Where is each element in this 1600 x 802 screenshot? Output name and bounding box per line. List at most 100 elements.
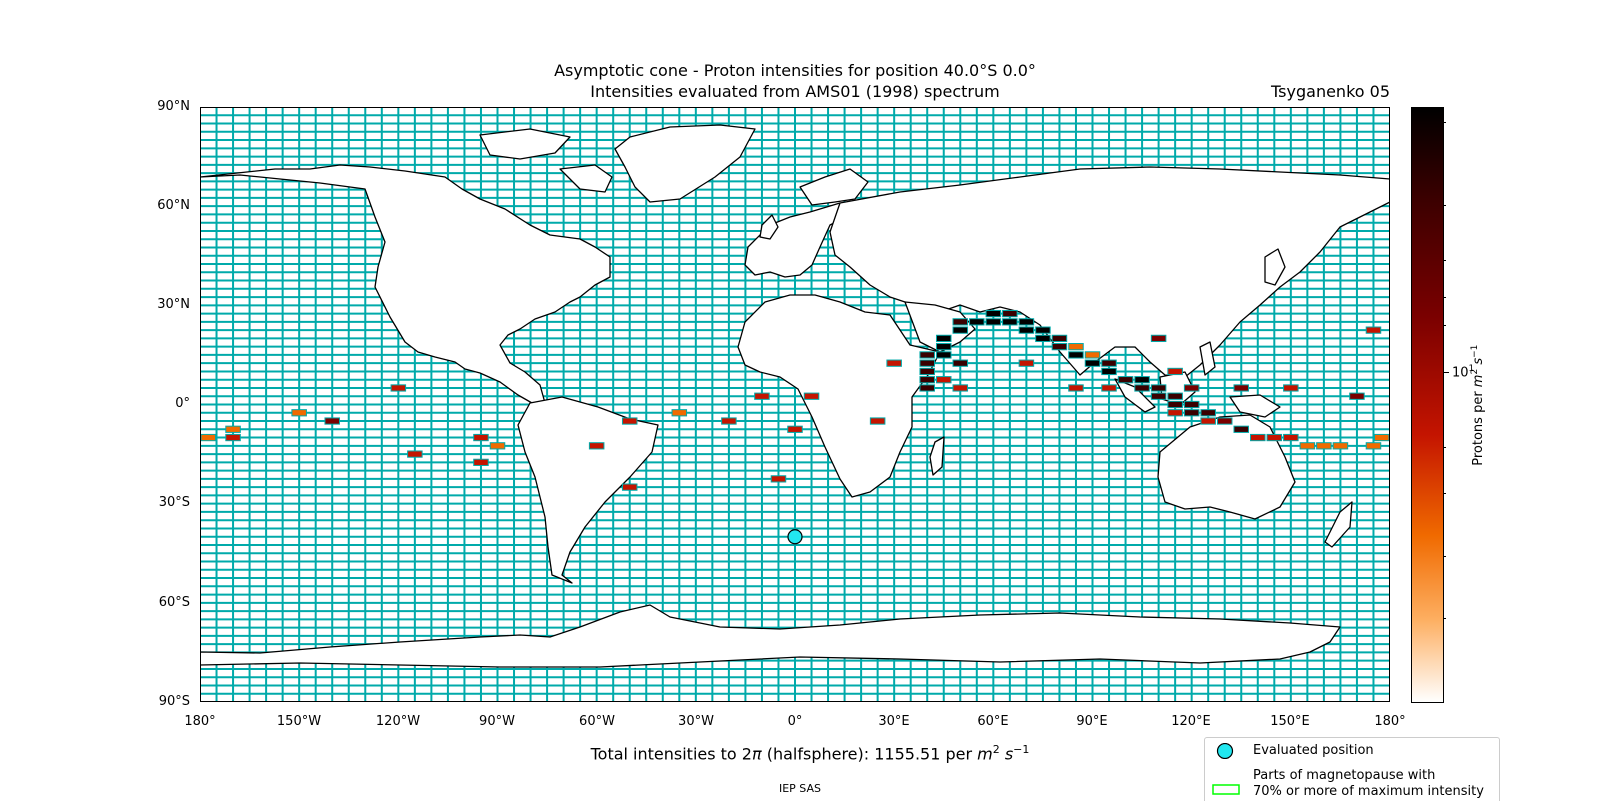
intensity-cell (1150, 384, 1167, 392)
madagascar (929, 436, 945, 476)
intensity-cell (1117, 376, 1134, 384)
intensity-cell (1332, 442, 1349, 450)
intensity-cell (1002, 309, 1018, 318)
intensity-cell (1299, 442, 1316, 450)
intensity-cell (1167, 400, 1183, 409)
intensity-cell (1316, 442, 1332, 450)
legend-item-evaluated: Evaluated position (1211, 742, 1374, 764)
lon-label-150e: 150°E (1270, 714, 1310, 729)
colorbar-minor-tick (1443, 122, 1446, 123)
intensity-cell (1018, 359, 1035, 367)
intensity-cell (1035, 326, 1051, 334)
colorbar-minor-tick (1443, 260, 1446, 261)
colorbar-major-tick (1443, 372, 1449, 373)
scandinavia (799, 168, 869, 206)
intensity-cell (919, 351, 935, 359)
intensity-cell (787, 425, 803, 433)
evaluated-position-marker (787, 529, 803, 545)
map-frame (200, 107, 1390, 702)
intensity-cell (621, 417, 638, 425)
intensity-cell (969, 318, 985, 326)
intensity-cell (952, 326, 969, 334)
intensity-cell (919, 359, 935, 367)
intensity-cell (985, 309, 1002, 318)
baffin-island (559, 164, 613, 193)
intensity-cell (1101, 359, 1117, 367)
lon-label-150w: 150°W (276, 714, 322, 729)
lat-label-60s: 60°S (158, 595, 190, 610)
intensity-cell (1084, 359, 1101, 367)
intensity-cell (919, 376, 935, 384)
lon-label-30w: 30°W (678, 714, 714, 729)
chart-subtitle: Intensities evaluated from AMS01 (1998) … (590, 82, 1000, 101)
colorbar (1411, 107, 1444, 703)
intensity-cell (225, 433, 241, 442)
colorbar-minor-tick (1443, 493, 1446, 494)
intensity-cell (1051, 334, 1068, 343)
great-britain (759, 214, 779, 240)
intensity-cell (1183, 400, 1200, 409)
japan (1264, 248, 1286, 286)
intensity-cell (1373, 433, 1390, 442)
intensity-cell (1134, 384, 1150, 392)
intensity-cell (886, 359, 902, 367)
intensity-cell (1266, 433, 1283, 442)
intensity-cell (1084, 351, 1101, 359)
intensity-cell (390, 384, 407, 392)
legend-magnetopause-line2: 70% or more of maximum intensity (1253, 784, 1484, 799)
intensity-cell (1200, 417, 1216, 425)
intensity-cell (324, 417, 340, 425)
lon-label-90e: 90°E (1076, 714, 1108, 729)
legend-magnetopause-line1: Parts of magnetopause with (1253, 768, 1436, 783)
legend: Evaluated position Parts of magnetopause… (1204, 737, 1500, 801)
north-america (200, 164, 611, 404)
colorbar-minor-tick (1443, 556, 1446, 557)
lon-label-30e: 30°E (878, 714, 910, 729)
landmasses (200, 124, 1390, 668)
intensity-cell (935, 376, 952, 384)
intensity-cell (473, 433, 489, 442)
intensity-cell (935, 343, 952, 351)
intensity-cell (1216, 417, 1233, 425)
intensity-cell (1250, 433, 1266, 442)
intensity-cell (1183, 384, 1200, 392)
lon-label-60e: 60°E (977, 714, 1009, 729)
intensity-cell (1068, 384, 1084, 392)
intensity-cell (489, 442, 506, 450)
lat-label-60n: 60°N (157, 198, 190, 213)
intensity-cell (869, 417, 886, 425)
intensity-cell (952, 318, 969, 326)
evaluated-position-icon (1216, 742, 1234, 760)
europe (744, 202, 851, 278)
africa (737, 294, 941, 498)
intensity-cell (1035, 334, 1051, 343)
intensity-cell (1068, 343, 1084, 351)
intensity-cell (1200, 409, 1216, 417)
intensity-cell (1018, 318, 1035, 326)
intensity-cell (754, 392, 770, 400)
magnetopause-swatch-icon (1212, 784, 1240, 795)
new-zealand (1324, 501, 1353, 548)
lat-label-90s: 90°S (158, 694, 190, 709)
intensity-cell (1365, 326, 1382, 334)
colorbar-axis-label: Protons per m2 s−1 (1469, 344, 1487, 466)
lon-label-120w: 120°W (375, 714, 421, 729)
intensity-cell (1283, 384, 1299, 392)
lat-label-30n: 30°N (157, 297, 190, 312)
sumatra (1114, 378, 1156, 413)
intensity-cell (291, 409, 307, 417)
intensity-cell (1283, 433, 1299, 442)
lon-label-120e: 120°E (1171, 714, 1211, 729)
colorbar-minor-tick (1443, 325, 1446, 326)
intensity-cell (200, 433, 217, 442)
intensity-cell (919, 367, 935, 376)
lat-label-0: 0° (175, 396, 190, 411)
lat-label-90n: 90°N (157, 99, 190, 114)
intensity-cell (803, 392, 820, 400)
intensity-cell (1150, 334, 1167, 343)
intensity-cell (935, 334, 952, 343)
intensity-cell (1018, 326, 1035, 334)
intensity-cell (1183, 409, 1200, 417)
intensity-cell (1101, 384, 1117, 392)
antarctica (200, 604, 1341, 668)
